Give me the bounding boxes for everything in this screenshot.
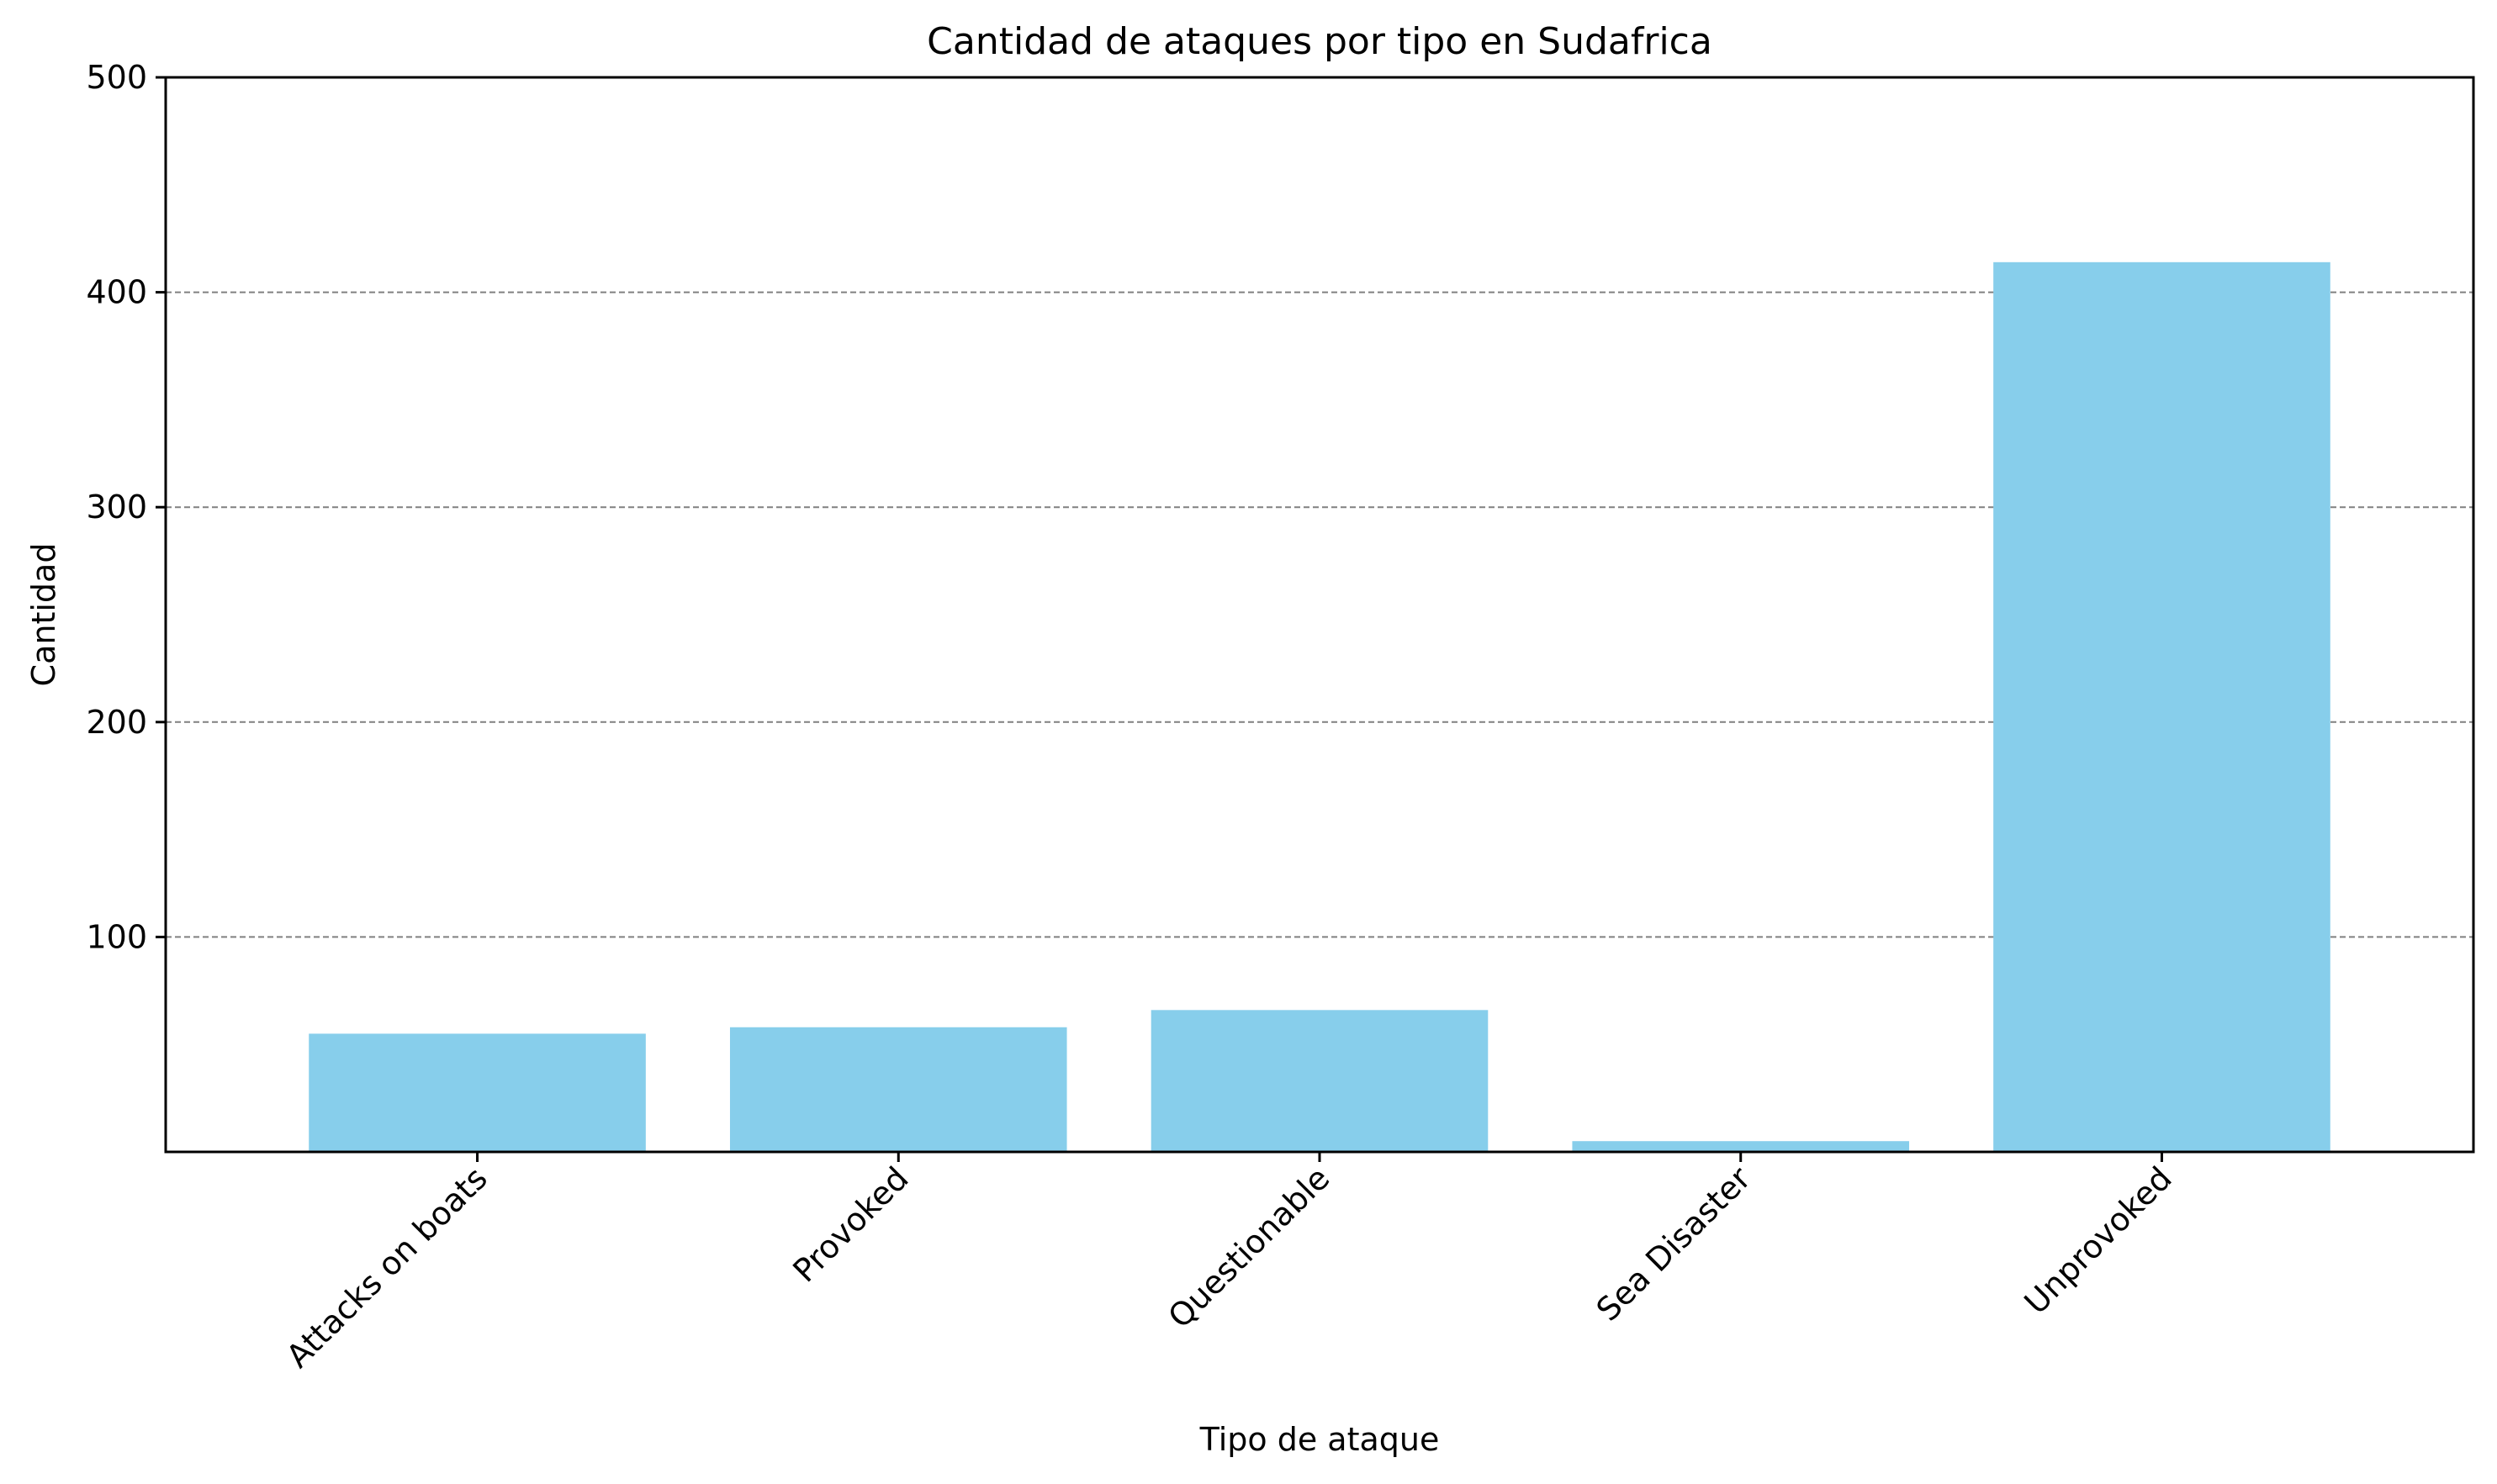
x-axis-label: Tipo de ataque xyxy=(1199,1421,1440,1458)
y-tick-label: 300 xyxy=(86,489,147,525)
bar-attacks-on-boats xyxy=(309,1033,646,1152)
y-tick-label: 500 xyxy=(86,59,147,96)
bars xyxy=(309,261,2330,1152)
y-tick-label: 400 xyxy=(86,274,147,311)
y-axis: 100 200 300 400 500 xyxy=(86,59,166,955)
bar-questionable xyxy=(1151,1010,1489,1152)
bar-unprovoked xyxy=(1993,261,2330,1152)
y-tick-label: 200 xyxy=(86,704,147,741)
grid-lines xyxy=(166,291,2473,938)
bar-provoked xyxy=(729,1027,1067,1152)
x-tick-label: Provoked xyxy=(786,1159,915,1289)
x-tick-label: Questionable xyxy=(1161,1159,1337,1335)
y-tick-label: 100 xyxy=(86,918,147,955)
x-axis: Attacks on boats Provoked Questionable Sea … xyxy=(279,1152,2179,1375)
x-tick-label: Sea Disaster xyxy=(1590,1159,1759,1328)
y-axis-label: Cantidad xyxy=(25,543,62,687)
bar-sea-disaster xyxy=(1572,1141,1910,1152)
x-tick-label: Unprovoked xyxy=(2018,1159,2179,1321)
x-tick-label: Attacks on boats xyxy=(279,1159,495,1375)
chart-title: Cantidad de ataques por tipo en Sudafric… xyxy=(927,20,1712,63)
